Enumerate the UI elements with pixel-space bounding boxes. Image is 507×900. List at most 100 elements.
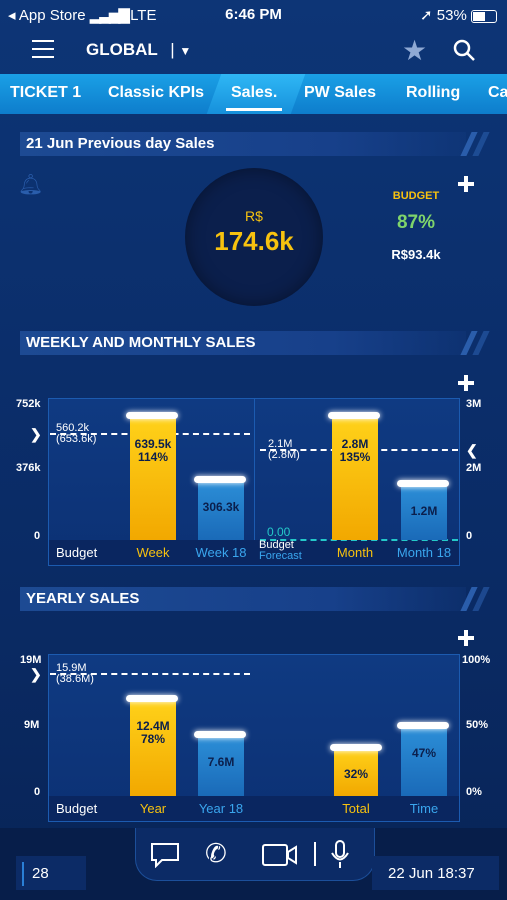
microphone-icon[interactable]	[330, 840, 350, 875]
bar-month-label: 2.8M 135%	[328, 438, 382, 464]
page-number: 28	[32, 865, 49, 882]
label-budget-forecast: Budget Forecast	[259, 540, 302, 562]
forecast-line	[260, 539, 458, 541]
tab-sales[interactable]: Sales.	[231, 84, 278, 101]
chart-label-row	[49, 540, 459, 565]
time-value: 47%	[411, 746, 437, 760]
tab-ticket-1[interactable]: TICKET 1	[10, 84, 82, 101]
page-box-accent	[22, 862, 24, 886]
bar-week-label: 639.5k 114%	[126, 438, 180, 464]
bar-year[interactable]	[130, 699, 176, 796]
bar-cap	[126, 412, 178, 419]
bar-time[interactable]	[401, 726, 447, 796]
month-budget-value: 2.1M	[268, 438, 293, 450]
bar-week-18[interactable]	[198, 480, 244, 540]
tab-pw-sales[interactable]: PW Sales	[304, 84, 377, 101]
bar-total[interactable]	[334, 748, 378, 796]
budget-marker-right-icon: ❮	[466, 442, 478, 458]
label-forecast: Forecast	[259, 550, 302, 562]
network-label: LTE	[130, 7, 157, 24]
chevron-down-icon: ▼	[179, 44, 192, 58]
y-axis-right-tick: 0%	[466, 786, 482, 798]
label-budget: Budget	[56, 545, 98, 560]
y-axis-left-tick: 19M	[20, 654, 42, 666]
bottom-bar: ✆ 28 22 Jun 18:37	[0, 828, 507, 900]
year-budget-alt: (38.6M)	[56, 673, 94, 685]
weekly-monthly-chart	[48, 398, 460, 566]
bar-cap	[397, 480, 449, 487]
menu-icon[interactable]	[32, 40, 54, 64]
bar-month-18[interactable]	[401, 484, 447, 540]
week18-value: 306.3k	[202, 500, 240, 514]
week-budget-value: 560.2k	[56, 422, 90, 434]
y-axis-right-tick: 0	[466, 530, 473, 542]
yearly-chart	[48, 654, 460, 822]
forecast-value: 0.00	[267, 525, 291, 539]
battery-label: 53%	[436, 7, 467, 24]
chat-icon[interactable]	[150, 842, 180, 873]
signal-icon: ▂▃▅▇	[89, 7, 131, 24]
back-arrow-icon[interactable]: ◂	[8, 7, 19, 24]
status-right: ➚ 53%	[420, 6, 497, 24]
daily-sales-value: 174.6k	[214, 226, 294, 256]
bar-cap	[194, 731, 246, 738]
label-time: Time	[409, 801, 439, 816]
year-value: 12.4M	[136, 719, 170, 733]
app-header: GLOBAL | ▼ ★	[0, 30, 507, 74]
bar-cap	[194, 476, 246, 483]
tab-ca[interactable]: Ca	[488, 84, 507, 101]
y-axis-right-tick: 2M	[466, 462, 482, 474]
week-percent: 114%	[137, 450, 169, 464]
phone-icon[interactable]: ✆	[205, 838, 227, 868]
yearly-section-title: YEARLY SALES	[20, 587, 466, 611]
add-icon[interactable]	[458, 375, 474, 391]
y-axis-left-tick: 0	[34, 786, 41, 798]
action-tray	[135, 828, 375, 881]
year-percent: 78%	[140, 732, 166, 746]
location-icon: ➚	[420, 7, 433, 24]
year18-value: 7.6M	[207, 755, 235, 769]
total-value: 32%	[343, 767, 369, 781]
y-axis-right-tick: 50%	[466, 719, 489, 731]
budget-value: R$93.4k	[391, 247, 441, 262]
star-icon[interactable]: ★	[402, 35, 428, 66]
label-week: Week	[136, 545, 170, 560]
label-month-18: Month 18	[396, 545, 452, 560]
bar-cap	[328, 412, 380, 419]
bar-week[interactable]	[130, 416, 176, 540]
scope-label: GLOBAL	[86, 40, 158, 59]
y-axis-left-tick: 9M	[24, 719, 40, 731]
bar-month[interactable]	[332, 416, 378, 540]
label-month: Month	[336, 545, 374, 560]
search-icon[interactable]	[452, 38, 476, 67]
bar-year-18[interactable]	[198, 735, 244, 796]
year-budget-label: 15.9M (38.6M)	[56, 663, 94, 685]
add-icon[interactable]	[458, 176, 474, 192]
status-time: 6:46 PM	[225, 6, 282, 23]
week-budget-alt: (653.6k)	[56, 433, 97, 445]
label-year-18: Year 18	[198, 801, 244, 816]
week-budget-label: 560.2k (653.6k)	[56, 423, 96, 445]
label-budget: Budget	[56, 801, 98, 816]
label-total: Total	[342, 801, 370, 816]
tab-classic-kpis[interactable]: Classic KPIs	[108, 84, 205, 101]
y-axis-left-tick: 376k	[16, 462, 41, 474]
scope-selector[interactable]: GLOBAL | ▼	[86, 40, 192, 59]
tab-rolling[interactable]: Rolling	[406, 84, 461, 101]
page-box[interactable]: 28	[16, 856, 86, 890]
tray-divider	[314, 842, 316, 866]
y-axis-left-tick: 0	[34, 530, 41, 542]
datetime-box: 22 Jun 18:37	[372, 856, 499, 890]
video-icon[interactable]	[262, 844, 298, 871]
status-bar: ◂ App Store ▂▃▅▇ LTE 6:46 PM ➚ 53%	[0, 0, 507, 30]
budget-marker-left-icon: ❯	[30, 426, 42, 442]
weekly-section-title: WEEKLY AND MONTHLY SALES	[20, 331, 466, 355]
bell-icon[interactable]: 🔔︎	[18, 174, 44, 196]
y-axis-right-tick: 3M	[466, 398, 482, 410]
daily-section-title: 21 Jun Previous day Sales	[20, 132, 466, 156]
tab-bar: TICKET 1 Classic KPIs Sales. PW Sales Ro…	[0, 74, 507, 114]
budget-percent: 87%	[396, 212, 436, 233]
carrier-label: App Store	[18, 7, 86, 24]
add-icon[interactable]	[458, 630, 474, 646]
footer-datetime: 22 Jun 18:37	[388, 865, 475, 882]
